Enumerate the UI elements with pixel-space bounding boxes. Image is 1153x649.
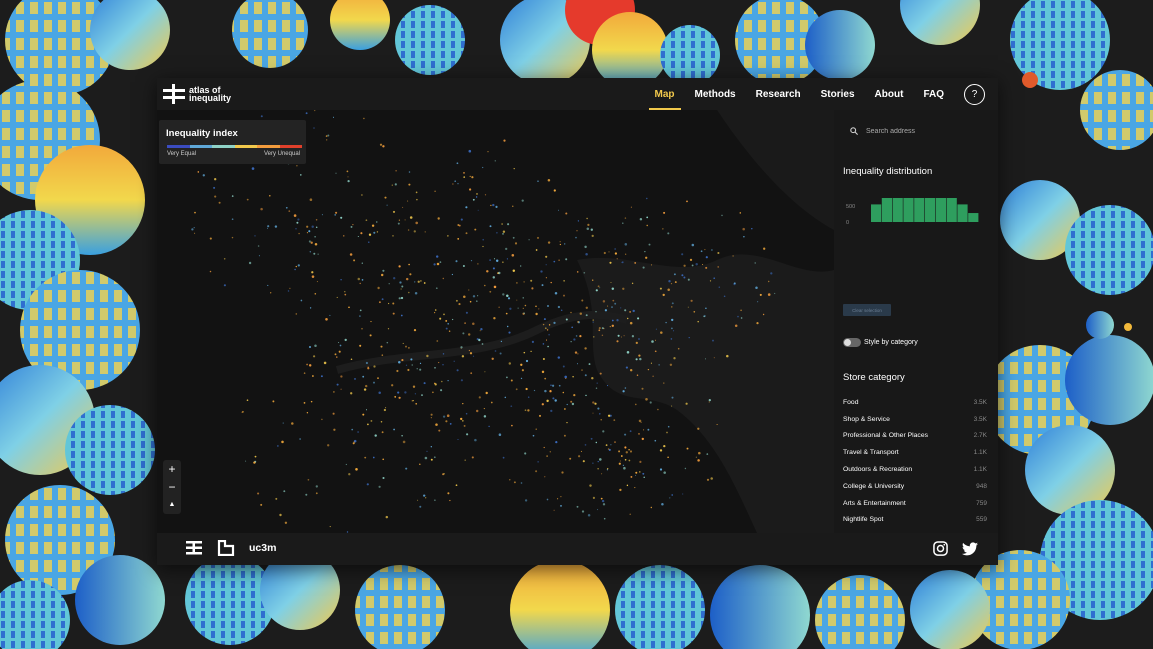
store-category-item[interactable]: Shop & Service 3.5K [843,411,987,428]
river [335,310,629,374]
histogram-y-tick: 0 [846,220,849,226]
store-category-count: 3.5K [973,398,987,406]
legend-color-swatch [257,145,280,148]
harbor-water [577,254,834,533]
nav-about[interactable]: About [874,88,904,100]
distribution-title: Inequality distribution [843,166,933,177]
store-category-item[interactable]: Outdoors & Recreation 1.1K [843,461,987,478]
legend-color-swatch [212,145,235,148]
store-category-name: Outdoors & Recreation [843,466,913,474]
social-links [933,541,978,556]
nav-research[interactable]: Research [755,88,801,100]
histogram-bar[interactable] [914,198,925,222]
logo-text: atlas of inequality [189,85,232,103]
store-category-title: Store category [843,372,905,383]
partner-logos: uc3m [185,540,276,556]
twitter-icon[interactable] [962,541,978,556]
nav-map[interactable]: Map [648,78,681,110]
store-category-name: Food [843,398,859,406]
style-toggle-row: Style by category [843,338,918,347]
legend-high-label: Very Unequal [263,151,300,157]
store-category-list: Food 3.5K Shop & Service 3.5K Professional &… [843,394,987,533]
legend-low-label: Very Equal [167,151,197,157]
store-category-item[interactable]: College & University 948 [843,478,987,495]
main-nav: Map Methods Research Stories About FAQ ? [648,78,999,110]
search-bar [850,127,976,135]
store-category-item[interactable]: Arts & Entertainment 759 [843,495,987,512]
histogram-bar[interactable] [925,198,936,222]
legend-color-swatch [167,145,190,148]
mit-lab-logo-icon[interactable] [217,540,235,556]
ocean [717,110,834,230]
style-toggle-label: Style by category [864,339,918,346]
inequality-legend: Inequality index Very Equal Very Unequal [159,120,306,164]
zoom-out-button[interactable]: − [168,480,176,494]
legend-color-swatch [234,145,257,148]
store-category-count: 3.5K [973,415,987,423]
store-category-count: 759 [976,499,987,507]
legend-title: Inequality index [166,128,238,139]
store-category-item[interactable]: Professional & Other Places 2.7K [843,428,987,445]
logo[interactable]: atlas of inequality [163,84,237,104]
store-category-count: 1.1K [973,449,987,457]
zoom-in-button[interactable]: + [168,462,176,476]
nav-methods[interactable]: Methods [694,88,736,100]
store-category-item[interactable]: Travel & Transport 1.1K [843,444,987,461]
store-category-name: Shop & Service [843,415,890,423]
compass-button[interactable]: ▲ [168,501,176,508]
search-input[interactable] [866,127,976,135]
style-by-category-toggle[interactable] [843,338,861,347]
top-bar: atlas of inequality Map Methods Research… [157,78,998,110]
search-icon [850,127,858,135]
map-canvas[interactable]: Inequality index Very Equal Very Unequal… [157,110,834,533]
uc3m-logo[interactable]: uc3m [249,542,277,554]
store-category-count: 2.7K [973,432,987,440]
legend-color-swatch [279,145,302,148]
atlas-logo-icon[interactable] [185,540,203,556]
nav-stories[interactable]: Stories [820,88,855,100]
instagram-icon[interactable] [933,541,948,556]
legend-color-bar [167,145,302,148]
store-category-count: 559 [976,516,987,524]
store-category-item[interactable]: Food 3.5K [843,394,987,411]
footer: uc3m [157,533,998,565]
logo-icon [163,84,185,104]
store-category-name: College & University [843,482,905,490]
histogram-bar[interactable] [892,198,903,222]
store-category-count: 1.1K [973,466,987,474]
histogram-bar[interactable] [903,198,914,222]
side-panel: Inequality distribution 2.5k2k1.5k1k5000… [834,110,998,533]
histogram-y-tick: 500 [846,204,855,210]
histogram-bar[interactable] [957,204,968,222]
store-category-name: Nightlife Spot [843,516,884,524]
clear-selection-button[interactable]: Clear selection [843,304,891,316]
store-category-name: Arts & Entertainment [843,499,906,507]
store-category-item[interactable]: Nightlife Spot 559 [843,512,987,529]
histogram-bar[interactable] [968,213,979,222]
histogram-bar[interactable] [881,198,892,222]
histogram-bar[interactable] [871,204,882,222]
map-visualization [157,110,834,533]
store-category-name: Travel & Transport [843,449,899,457]
inequality-histogram: 2.5k2k1.5k1k5000 [846,198,979,226]
zoom-controls: + − ▲ [163,460,181,514]
store-category-count: 948 [976,482,987,490]
nav-faq[interactable]: FAQ [923,88,944,100]
histogram-bar[interactable] [935,198,946,222]
histogram-bar[interactable] [946,198,957,222]
help-button[interactable]: ? [964,83,985,105]
legend-color-swatch [189,145,212,148]
app-window: atlas of inequality Map Methods Research… [157,78,998,565]
store-category-name: Professional & Other Places [843,432,929,440]
